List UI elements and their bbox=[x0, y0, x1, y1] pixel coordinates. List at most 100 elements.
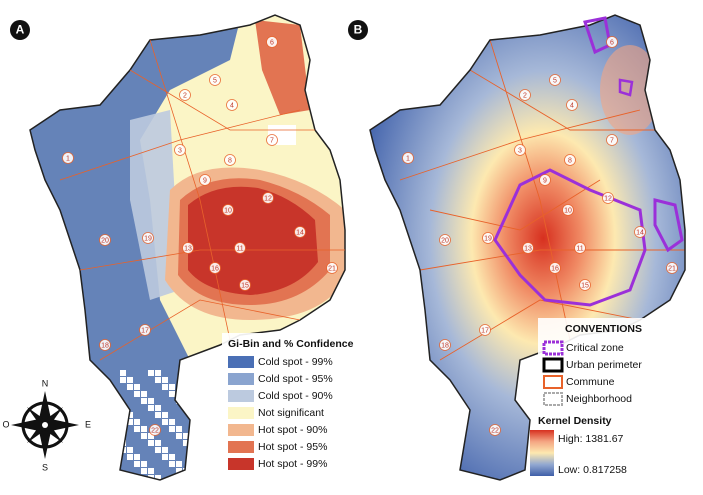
commune-label: 8 bbox=[228, 157, 232, 164]
cell bbox=[155, 405, 161, 411]
commune-marker bbox=[606, 134, 618, 146]
legend-label: Hot spot - 90% bbox=[258, 424, 327, 436]
cell bbox=[127, 447, 133, 453]
commune-marker bbox=[149, 424, 161, 436]
commune-marker bbox=[602, 192, 614, 204]
cell bbox=[134, 461, 140, 467]
compass-label: N bbox=[42, 378, 49, 388]
density-ramp bbox=[530, 430, 554, 476]
commune-marker bbox=[579, 279, 591, 291]
legend-swatch bbox=[542, 340, 564, 356]
cell bbox=[120, 405, 126, 411]
commune-label: 19 bbox=[144, 235, 152, 242]
cell bbox=[162, 412, 168, 418]
commune-marker bbox=[209, 74, 221, 86]
commune-marker bbox=[539, 174, 551, 186]
cell bbox=[155, 412, 161, 418]
commune-marker bbox=[224, 154, 236, 166]
cell bbox=[162, 384, 168, 390]
legend-swatch bbox=[228, 458, 254, 470]
cell bbox=[169, 454, 175, 460]
commune-marker bbox=[139, 324, 151, 336]
cell bbox=[162, 419, 168, 425]
cell bbox=[127, 412, 133, 418]
legend-label: Commune bbox=[566, 376, 615, 388]
commune-label: 18 bbox=[101, 342, 109, 349]
commune-marker bbox=[226, 99, 238, 111]
commune-marker bbox=[199, 174, 211, 186]
cell bbox=[134, 454, 140, 460]
commune-label: 3 bbox=[178, 147, 182, 154]
legend-swatch bbox=[228, 373, 254, 385]
cell bbox=[141, 433, 147, 439]
commune-label: 17 bbox=[141, 327, 149, 334]
legend-label: Hot spot - 99% bbox=[258, 458, 327, 470]
commune-label: 8 bbox=[568, 157, 572, 164]
commune-marker bbox=[182, 242, 194, 254]
commune-line bbox=[399, 109, 641, 181]
cell bbox=[176, 461, 182, 467]
commune-label: 18 bbox=[441, 342, 449, 349]
cell bbox=[141, 426, 147, 432]
compass-label: S bbox=[42, 462, 48, 472]
cell bbox=[148, 405, 154, 411]
cell bbox=[127, 384, 133, 390]
legend-swatch bbox=[228, 424, 254, 436]
commune-line bbox=[129, 69, 315, 131]
cell bbox=[176, 391, 182, 397]
panel-badge bbox=[348, 20, 368, 40]
cell bbox=[127, 419, 133, 425]
commune-marker bbox=[326, 262, 338, 274]
commune-marker bbox=[209, 262, 221, 274]
commune-label: 7 bbox=[270, 137, 274, 144]
commune-marker bbox=[239, 279, 251, 291]
legend-label: Neighborhood bbox=[566, 393, 632, 405]
commune-label: 15 bbox=[581, 282, 589, 289]
commune-marker bbox=[402, 152, 414, 164]
commune-marker bbox=[562, 204, 574, 216]
commune-label: 15 bbox=[241, 282, 249, 289]
legend-swatch bbox=[228, 407, 254, 419]
commune-marker bbox=[142, 232, 154, 244]
commune-line bbox=[489, 39, 571, 341]
commune-marker bbox=[606, 36, 618, 48]
commune-label: 22 bbox=[491, 427, 499, 434]
commune-label: 2 bbox=[523, 92, 527, 99]
commune-label: 22 bbox=[151, 427, 159, 434]
commune-marker bbox=[222, 204, 234, 216]
critical-zone bbox=[493, 168, 647, 307]
commune-marker bbox=[479, 324, 491, 336]
commune-marker bbox=[634, 226, 646, 238]
commune-label: 9 bbox=[543, 177, 547, 184]
cell bbox=[155, 440, 161, 446]
commune-label: 11 bbox=[236, 245, 243, 252]
commune-line bbox=[469, 69, 655, 131]
compass-label: O bbox=[2, 419, 9, 429]
commune-label: 2 bbox=[183, 92, 187, 99]
panel-label: B bbox=[354, 23, 363, 37]
legend-label: Not significant bbox=[258, 407, 324, 419]
density-high: High: 1381.67 bbox=[558, 433, 624, 445]
commune-line bbox=[419, 249, 685, 271]
cell bbox=[134, 426, 140, 432]
cell bbox=[134, 391, 140, 397]
commune-label: 14 bbox=[296, 229, 304, 236]
legend-swatch bbox=[228, 390, 254, 402]
commune-line bbox=[79, 249, 345, 271]
commune-label: 20 bbox=[441, 237, 449, 244]
commune-marker bbox=[294, 226, 306, 238]
perimeter bbox=[29, 14, 346, 481]
density-title: Kernel Density bbox=[538, 415, 612, 427]
cell bbox=[169, 461, 175, 467]
commune-marker bbox=[234, 242, 246, 254]
cell bbox=[141, 468, 147, 474]
commune-label: 20 bbox=[101, 237, 109, 244]
commune-marker bbox=[574, 242, 586, 254]
cell bbox=[169, 384, 175, 390]
commune-marker bbox=[99, 234, 111, 246]
cell bbox=[162, 377, 168, 383]
cell bbox=[155, 377, 161, 383]
cell bbox=[127, 377, 133, 383]
cell bbox=[120, 412, 126, 418]
